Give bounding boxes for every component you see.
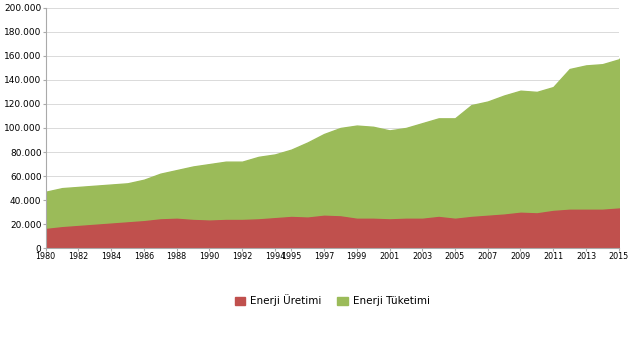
Legend: Enerji Üretimi, Enerji Tüketimi: Enerji Üretimi, Enerji Tüketimi (230, 290, 434, 310)
